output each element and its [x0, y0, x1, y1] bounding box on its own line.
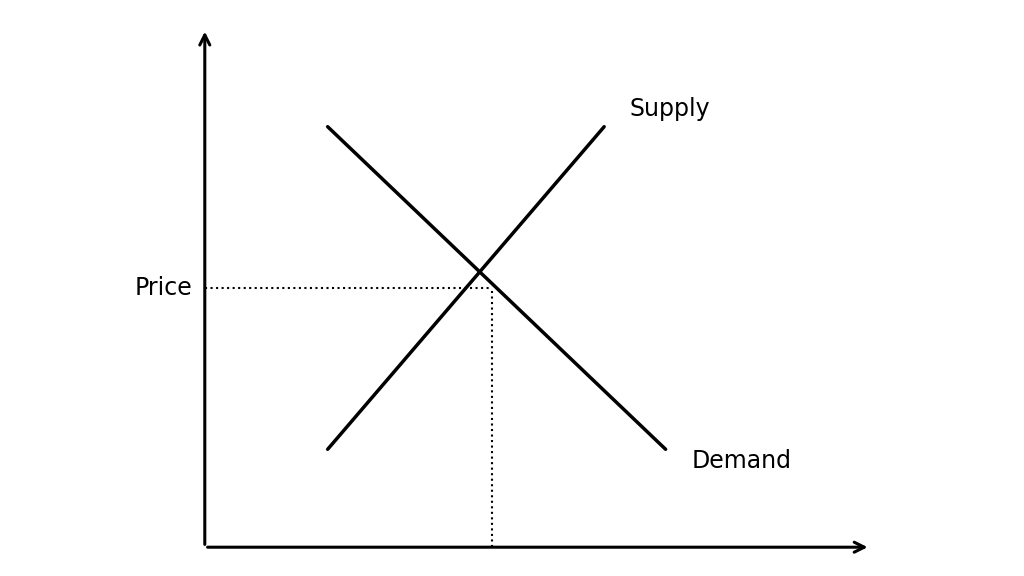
Text: Demand: Demand: [691, 449, 792, 473]
Text: Supply: Supply: [630, 97, 711, 122]
Text: Price: Price: [135, 276, 193, 300]
